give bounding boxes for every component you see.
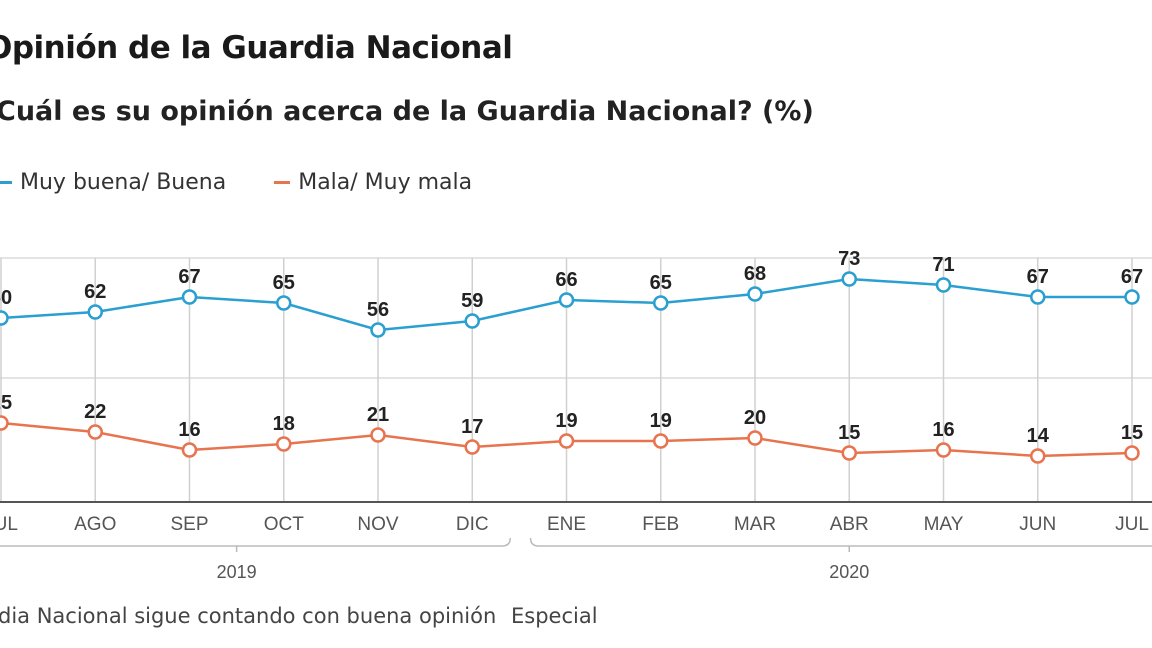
caption-text: dia Nacional sigue contando con buena op… — [0, 604, 497, 628]
data-label: 17 — [461, 416, 483, 438]
data-point — [181, 289, 198, 305]
data-point — [558, 433, 575, 449]
x-tick-label: NOV — [357, 514, 399, 535]
data-point — [276, 436, 292, 452]
data-point — [841, 445, 857, 461]
data-label: 22 — [84, 401, 106, 423]
legend: Muy buena/ Buena Mala/ Muy mala — [0, 170, 472, 195]
data-point — [464, 313, 480, 329]
data-point — [935, 277, 952, 293]
data-point — [1124, 445, 1140, 461]
data-label: 14 — [1027, 425, 1050, 447]
data-point — [370, 427, 386, 443]
data-point — [1124, 289, 1140, 305]
data-label: 16 — [932, 419, 954, 441]
data-point — [276, 295, 292, 311]
data-label: 59 — [461, 290, 483, 312]
data-label: 15 — [1121, 422, 1143, 444]
data-label: 16 — [178, 419, 200, 441]
data-point — [558, 292, 575, 308]
year-bracket — [529, 537, 1152, 547]
data-point — [1030, 289, 1046, 305]
data-point — [747, 430, 763, 446]
x-tick-label: DIC — [456, 514, 489, 535]
x-tick-label: JUL — [0, 514, 18, 535]
data-label: 65 — [650, 272, 672, 294]
x-tick-label: OCT — [264, 514, 305, 535]
data-label: 19 — [555, 410, 577, 432]
data-point — [747, 286, 763, 302]
data-point — [653, 433, 669, 449]
data-point — [841, 271, 857, 287]
year-bracket — [0, 537, 511, 547]
data-label: 21 — [367, 404, 389, 426]
data-label: 56 — [367, 299, 389, 321]
data-label: 65 — [273, 272, 295, 294]
x-tick-label: FEB — [642, 514, 679, 535]
series-buena: 60 62 67 65 56 59 66 65 68 73 71 67 67 — [0, 248, 1143, 338]
legend-item-buena: Muy buena/ Buena — [0, 170, 226, 195]
data-label: 68 — [744, 263, 766, 285]
chart-subtitle: Cuál es su opinión acerca de la Guardia … — [0, 96, 814, 127]
data-point — [181, 442, 198, 458]
x-tick-label: ABR — [830, 514, 869, 535]
legend-label-buena: Muy buena/ Buena — [20, 170, 227, 195]
x-tick-label: JUN — [1019, 514, 1056, 535]
x-tick-label: MAR — [734, 514, 776, 535]
caption-credit: Especial — [510, 604, 598, 628]
data-label: 71 — [932, 254, 954, 276]
data-label: 66 — [555, 269, 577, 291]
x-tick-label: ENE — [547, 514, 586, 535]
data-label: 67 — [1027, 266, 1049, 288]
year-label: 2019 — [217, 562, 257, 582]
x-tick-label: MAY — [924, 514, 964, 535]
x-tick-label: AGO — [74, 514, 116, 535]
data-point — [935, 442, 952, 458]
data-label: 15 — [838, 422, 860, 444]
legend-item-mala: Mala/ Muy mala — [274, 170, 472, 195]
x-tick-label: SEP — [170, 514, 208, 535]
caption: dia Nacional sigue contando con buena op… — [0, 604, 598, 628]
data-label: 62 — [84, 281, 106, 303]
data-point — [653, 295, 669, 311]
legend-label-mala: Mala/ Muy mala — [298, 170, 473, 195]
data-label: 19 — [650, 410, 672, 432]
data-label: 18 — [273, 413, 295, 435]
data-point — [87, 424, 103, 440]
year-label: 2020 — [829, 562, 869, 582]
data-point — [87, 304, 103, 320]
data-point — [370, 322, 386, 338]
x-tick-label: JUL — [1115, 514, 1149, 535]
data-point — [1030, 448, 1046, 464]
data-point — [0, 310, 9, 326]
data-label: 67 — [178, 266, 200, 288]
data-label: 60 — [0, 287, 12, 309]
legend-swatch-mala — [274, 181, 291, 184]
data-label: 67 — [1121, 266, 1143, 288]
line-chart: JUL AGO SEP OCT NOV DIC ENE FEB MAR ABR MAY JUN JUL 2… — [0, 248, 1152, 582]
data-point — [0, 415, 9, 431]
data-point — [464, 439, 480, 455]
data-label: 20 — [744, 407, 766, 429]
legend-swatch-buena — [0, 181, 12, 184]
chart-title: Opinión de la Guardia Nacional — [0, 30, 513, 66]
data-label: 73 — [838, 248, 860, 270]
series-mala: 25 22 16 18 21 17 19 19 20 15 16 14 15 — [0, 392, 1143, 464]
data-label: 25 — [0, 392, 12, 414]
